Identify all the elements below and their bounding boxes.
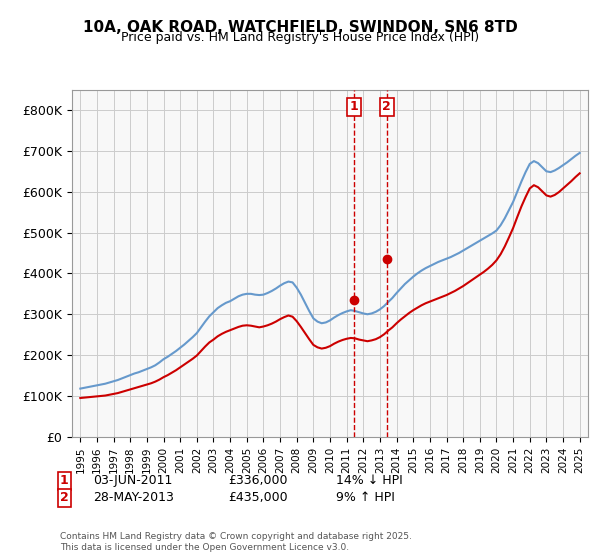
Text: 03-JUN-2011: 03-JUN-2011 [93, 474, 172, 487]
Text: £336,000: £336,000 [228, 474, 287, 487]
Text: 9% ↑ HPI: 9% ↑ HPI [336, 491, 395, 504]
Text: £435,000: £435,000 [228, 491, 287, 504]
Text: Price paid vs. HM Land Registry's House Price Index (HPI): Price paid vs. HM Land Registry's House … [121, 31, 479, 44]
Text: 14% ↓ HPI: 14% ↓ HPI [336, 474, 403, 487]
Text: Contains HM Land Registry data © Crown copyright and database right 2025.
This d: Contains HM Land Registry data © Crown c… [60, 532, 412, 552]
Text: 2: 2 [60, 491, 69, 504]
Text: 1: 1 [60, 474, 69, 487]
Text: 10A, OAK ROAD, WATCHFIELD, SWINDON, SN6 8TD: 10A, OAK ROAD, WATCHFIELD, SWINDON, SN6 … [83, 20, 517, 35]
Text: 1: 1 [349, 100, 358, 113]
Text: 2: 2 [382, 100, 391, 113]
Text: 28-MAY-2013: 28-MAY-2013 [93, 491, 174, 504]
